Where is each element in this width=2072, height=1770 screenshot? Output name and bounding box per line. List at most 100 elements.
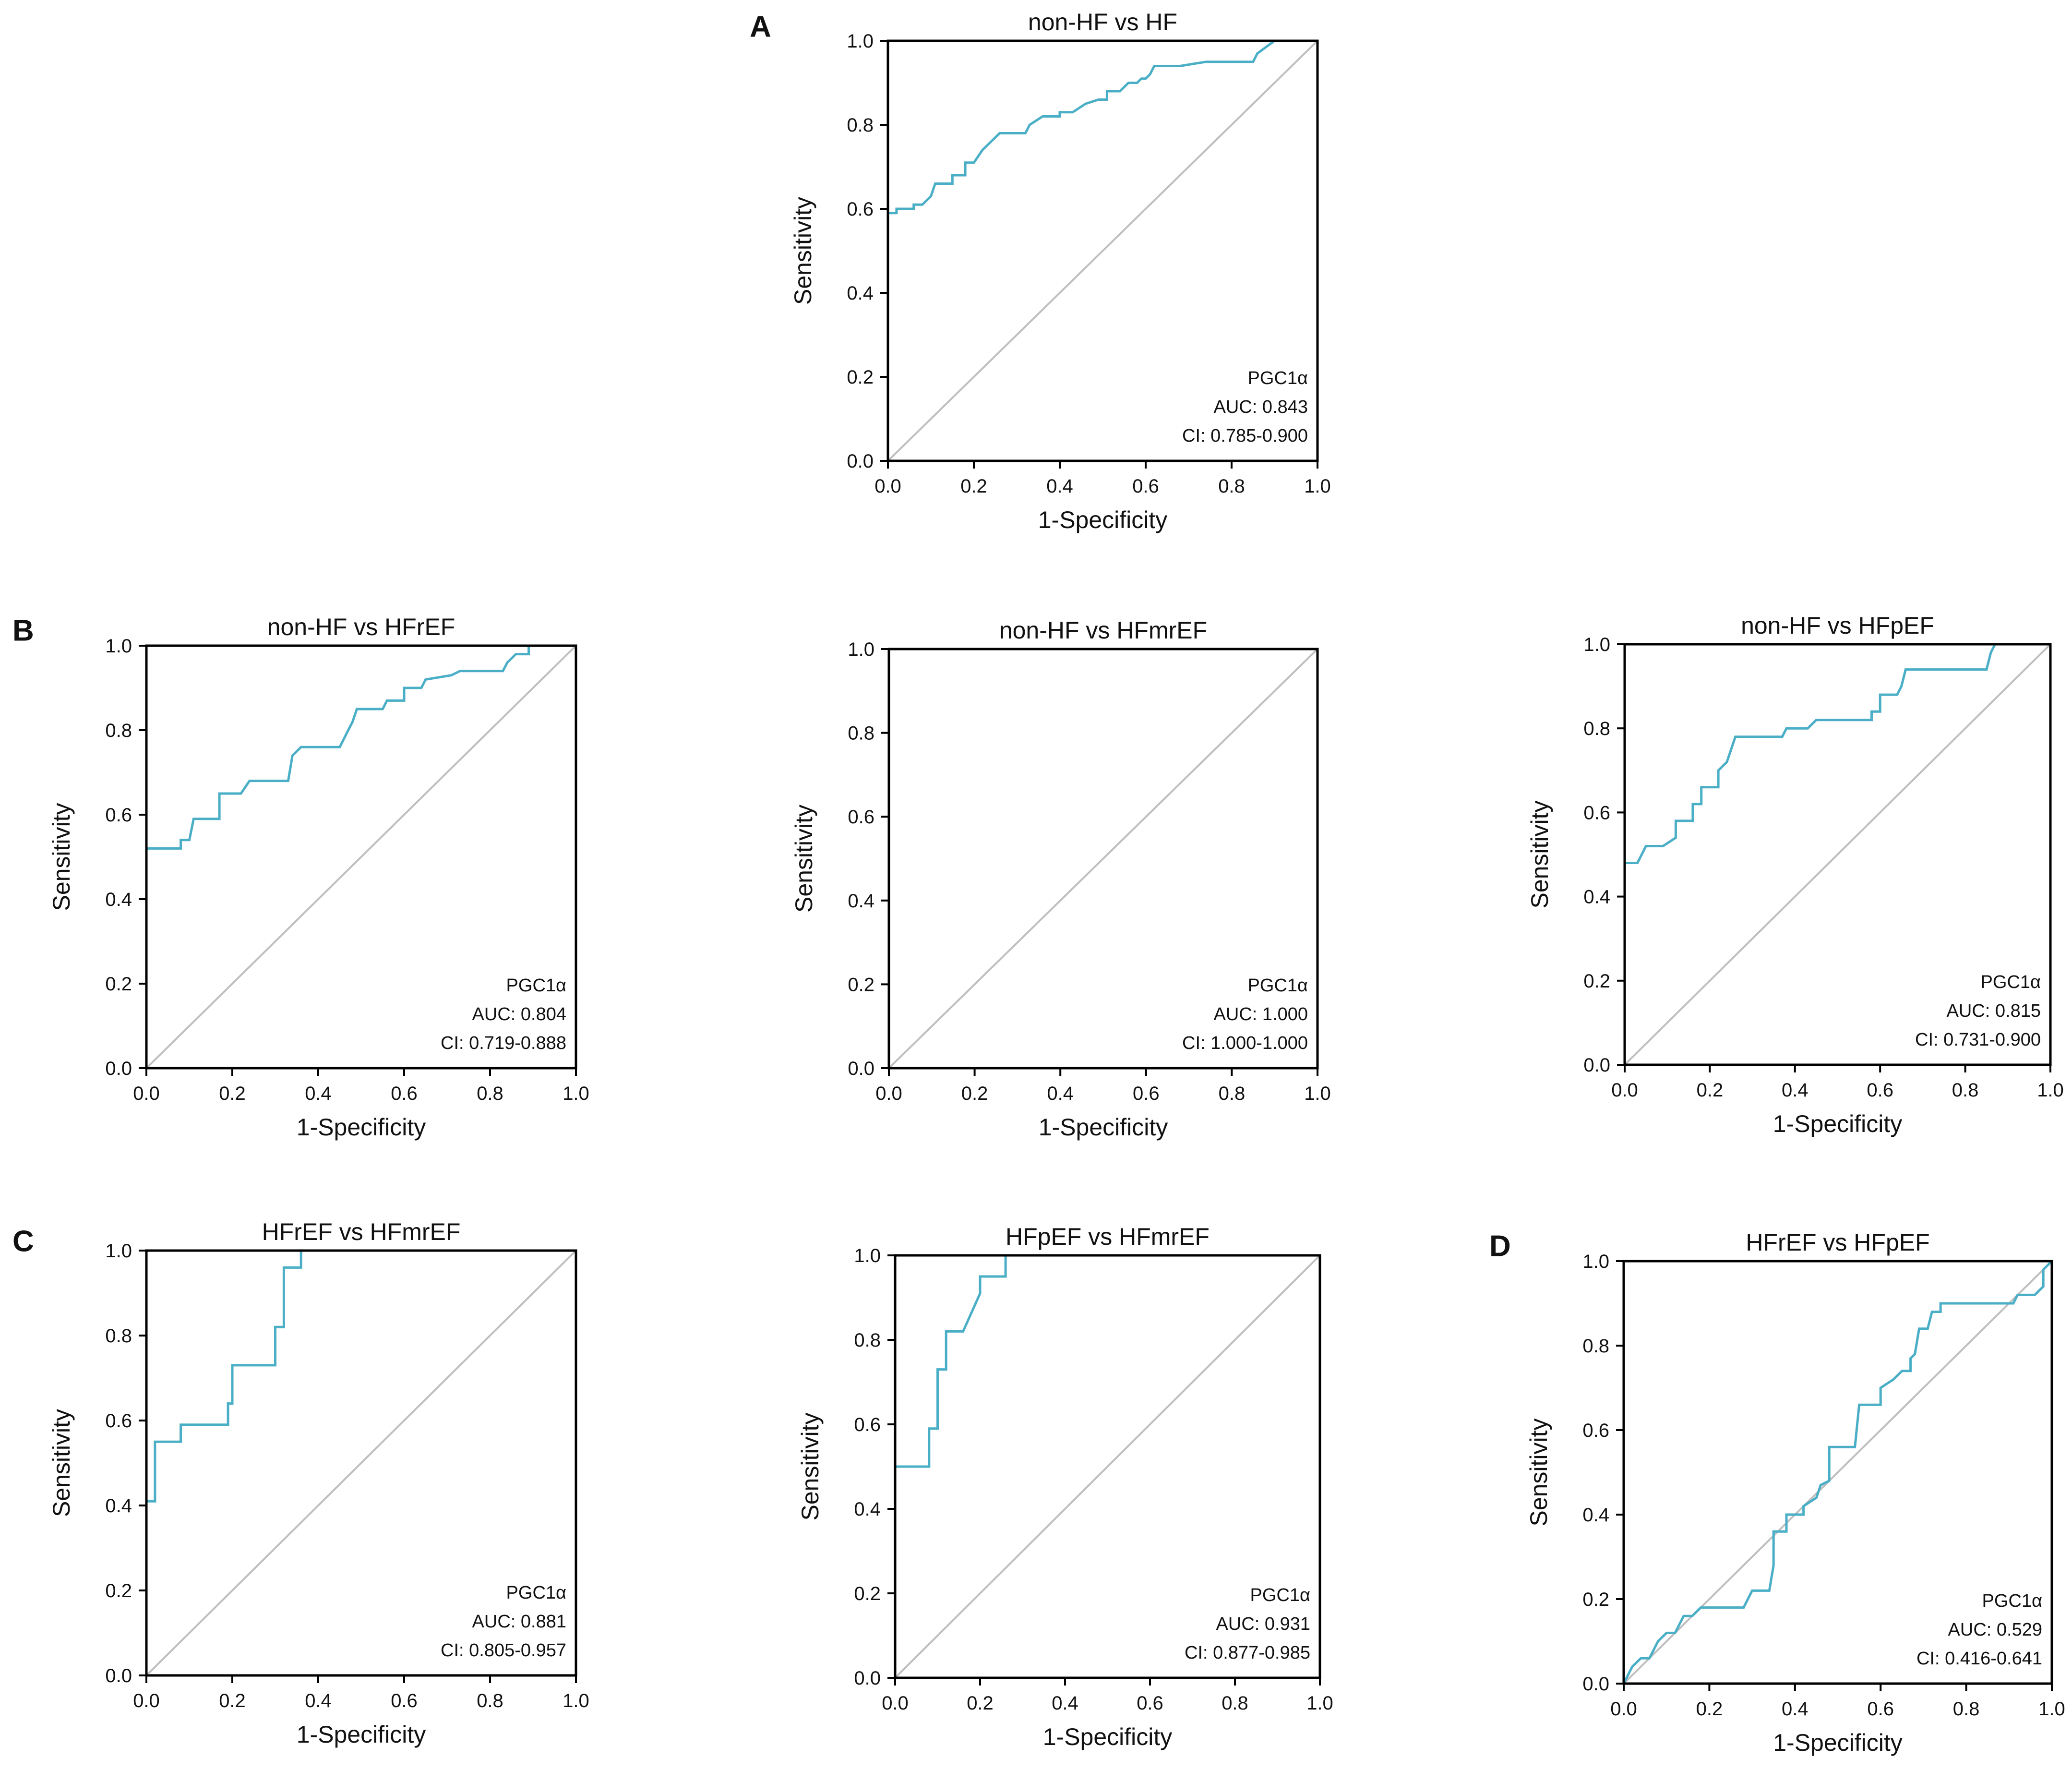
y-tick-label: 0.8	[848, 723, 874, 744]
y-tick-label: 1.0	[1583, 634, 1610, 655]
reference-diagonal	[894, 1254, 1321, 1679]
y-tick-label: 0.4	[847, 283, 874, 304]
chart-title: non-HF vs HFmrEF	[999, 617, 1207, 644]
y-tick-label: 1.0	[847, 31, 874, 52]
roc-curve	[1623, 643, 2050, 1065]
panel-letter: C	[12, 1225, 34, 1258]
y-tick-label: 0.2	[847, 367, 874, 388]
y-tick-label: 0.0	[105, 1665, 132, 1686]
panel-letter: D	[1489, 1229, 1511, 1263]
reference-diagonal	[888, 648, 1318, 1069]
chart-title: non-HF vs HF	[1028, 9, 1177, 36]
x-tick-label: 0.4	[1046, 476, 1073, 497]
y-axis-label: Sensitivity	[48, 1409, 75, 1517]
y-tick-label: 0.8	[1583, 718, 1610, 739]
roc-panel-4: non-HF vs HFpEF 0.00.0 0.2 0.2 0.4 0.4 0.6 0.6 0…	[1526, 612, 2064, 1137]
roc-curve	[894, 1254, 1320, 1678]
x-tick-label: 0.0	[133, 1690, 160, 1711]
y-tick-label: 0.6	[1583, 802, 1610, 823]
y-axis-label: Sensitivity	[797, 1412, 824, 1520]
y-tick-label: 0.6	[1582, 1420, 1609, 1441]
reference-diagonal	[887, 40, 1318, 462]
x-tick-label: 0.0	[1611, 1080, 1638, 1101]
x-tick-label: 1.0	[2038, 1698, 2065, 1720]
y-tick-label: 0.8	[105, 720, 132, 741]
x-tick-label: 0.2	[1696, 1698, 1723, 1720]
roc-curve	[1622, 1260, 2053, 1685]
y-tick-label: 0.6	[847, 199, 874, 220]
y-tick-label: 0.6	[105, 805, 132, 826]
y-tick-label: 0.6	[848, 807, 874, 828]
x-tick-label: 0.2	[961, 1083, 988, 1104]
marker-label: PGC1α	[506, 1583, 566, 1603]
y-tick-label: 0.2	[105, 974, 132, 995]
y-tick-label: 0.0	[105, 1058, 132, 1079]
roc-panel-6: HFpEF vs HFmrEF 0.00.0 0.2 0.2 0.4 0.4 0.6 0.6 0…	[797, 1223, 1333, 1750]
auc-label: AUC: 0.881	[472, 1612, 566, 1632]
y-tick-label: 0.2	[848, 974, 874, 995]
x-tick-label: 0.4	[305, 1083, 332, 1104]
y-tick-label: 0.8	[854, 1330, 881, 1351]
ci-label: CI: 0.731-0.900	[1915, 1030, 2041, 1050]
roc-panel-3: non-HF vs HFmrEF 0.00.0 0.2 0.2 0.4 0.4 0.6 0.6…	[790, 617, 1331, 1141]
ci-label: CI: 0.877-0.985	[1185, 1643, 1310, 1663]
x-tick-label: 0.6	[1867, 1080, 1893, 1101]
y-axis-label: Sensitivity	[790, 197, 816, 305]
panel-letter: A	[750, 10, 771, 43]
y-tick-label: 0.2	[105, 1580, 132, 1601]
auc-label: AUC: 1.000	[1214, 1004, 1308, 1024]
y-axis-label: Sensitivity	[790, 805, 817, 913]
marker-label: PGC1α	[1250, 1585, 1310, 1605]
chart-title: non-HF vs HFpEF	[1741, 612, 1934, 639]
marker-label: PGC1α	[506, 975, 566, 996]
y-tick-label: 0.6	[854, 1414, 881, 1435]
x-tick-label: 0.4	[305, 1690, 332, 1711]
y-tick-label: 0.4	[105, 1495, 132, 1517]
y-tick-label: 1.0	[1582, 1251, 1609, 1272]
x-tick-label: 0.4	[1782, 1080, 1809, 1101]
y-tick-label: 1.0	[105, 1240, 132, 1262]
plot-frame	[1623, 643, 2052, 1066]
y-tick-label: 0.2	[1583, 971, 1610, 992]
y-tick-label: 0.8	[105, 1325, 132, 1347]
y-tick-label: 0.2	[854, 1583, 881, 1604]
plot-frame	[894, 1254, 1321, 1679]
plot-frame	[145, 644, 577, 1070]
roc-curve	[145, 1249, 576, 1675]
y-tick-label: 1.0	[848, 639, 874, 660]
auc-label: AUC: 0.843	[1214, 397, 1308, 417]
ci-label: CI: 0.416-0.641	[1916, 1649, 2042, 1669]
y-tick-label: 0.0	[848, 1058, 874, 1079]
y-axis-label: Sensitivity	[1525, 1418, 1552, 1526]
reference-diagonal	[145, 645, 577, 1069]
x-axis-label: 1-Specificity	[297, 1721, 426, 1748]
x-tick-label: 0.0	[133, 1083, 160, 1104]
x-tick-label: 0.2	[219, 1083, 246, 1104]
x-tick-label: 1.0	[1306, 1693, 1333, 1714]
y-tick-label: 0.2	[1582, 1589, 1609, 1610]
x-tick-label: 0.4	[1782, 1698, 1809, 1720]
x-tick-label: 1.0	[563, 1690, 589, 1711]
x-tick-label: 1.0	[563, 1083, 589, 1104]
x-tick-label: 0.8	[1222, 1693, 1248, 1714]
x-tick-label: 0.8	[477, 1083, 503, 1104]
plot-frame	[886, 39, 1319, 462]
ci-label: CI: 0.805-0.957	[441, 1640, 566, 1661]
y-tick-label: 0.0	[854, 1668, 881, 1689]
x-tick-label: 0.0	[875, 1083, 902, 1104]
x-tick-label: 0.8	[1219, 1083, 1246, 1104]
x-tick-label: 0.2	[960, 476, 987, 497]
auc-label: AUC: 0.931	[1216, 1614, 1310, 1634]
x-tick-label: 0.8	[477, 1690, 503, 1711]
y-axis-label: Sensitivity	[48, 803, 75, 911]
marker-label: PGC1α	[1981, 972, 2041, 992]
ci-label: CI: 0.785-0.900	[1182, 426, 1308, 446]
x-tick-label: 0.2	[219, 1690, 246, 1711]
roc-curve	[886, 39, 1317, 461]
x-tick-label: 0.6	[1137, 1693, 1163, 1714]
panel-letter: B	[12, 614, 34, 647]
y-tick-label: 0.4	[105, 889, 132, 910]
y-tick-label: 0.4	[854, 1499, 881, 1520]
